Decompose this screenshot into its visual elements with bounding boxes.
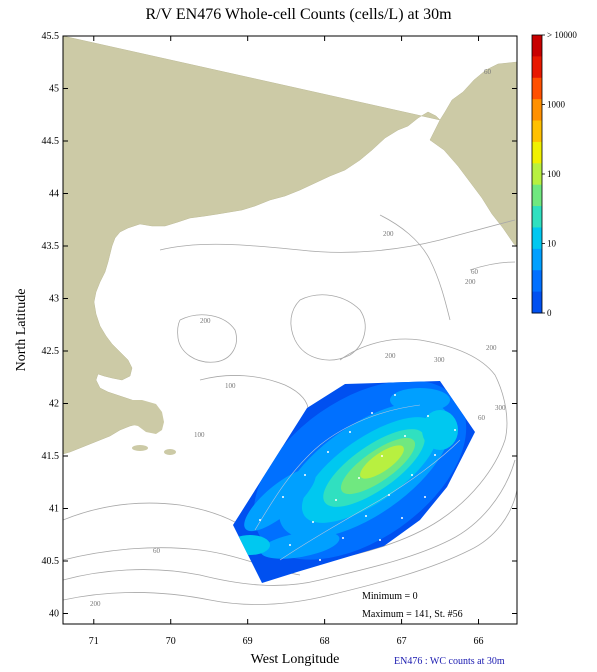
x-tick-label: 69 bbox=[243, 636, 253, 647]
contour-label: 200 bbox=[465, 278, 476, 286]
colorbar-segment bbox=[532, 120, 542, 143]
x-tick-label: 68 bbox=[320, 636, 330, 647]
station-markers bbox=[259, 394, 456, 561]
contour-label: 60 bbox=[153, 547, 161, 555]
colorbar-segment bbox=[532, 141, 542, 164]
y-tick-label: 44.5 bbox=[42, 136, 60, 147]
colorbar-segment bbox=[532, 227, 542, 250]
contour-label: 200 bbox=[383, 230, 394, 238]
x-tick-label: 66 bbox=[474, 636, 484, 647]
contour-label: 200 bbox=[486, 344, 497, 352]
contour-label: 200 bbox=[200, 317, 211, 325]
colorbar-segment bbox=[532, 291, 542, 314]
colorbar-label: 0 bbox=[547, 308, 552, 318]
map-title: R/V EN476 Whole-cell Counts (cells/L) at… bbox=[145, 6, 452, 23]
land-cape-cod bbox=[120, 400, 164, 434]
colorbar-segment bbox=[532, 206, 542, 228]
plot-frame bbox=[62, 35, 518, 625]
colorbar-label: 1000 bbox=[547, 100, 566, 110]
colorbar-segment bbox=[532, 248, 542, 271]
y-tick-label: 42.5 bbox=[42, 346, 60, 357]
x-axis-ticks: 71 70 69 68 67 66 bbox=[89, 36, 484, 647]
y-tick-label: 42 bbox=[49, 399, 59, 410]
y-tick-label: 45 bbox=[49, 84, 59, 95]
colorbar-label: 10 bbox=[547, 239, 557, 249]
colorbar-segment bbox=[532, 163, 542, 186]
colorbar-segment bbox=[532, 99, 542, 122]
y-tick-label: 40 bbox=[49, 609, 59, 620]
colorbar-segment bbox=[532, 56, 542, 79]
contour-label: 60 bbox=[484, 68, 492, 76]
colorbar-segment bbox=[532, 77, 542, 100]
colorbar-segment bbox=[532, 184, 542, 207]
contour-label: 300 bbox=[495, 404, 506, 412]
contour-label: 60 bbox=[471, 268, 479, 276]
x-tick-label: 70 bbox=[166, 636, 176, 647]
y-tick-label: 41.5 bbox=[42, 451, 60, 462]
bathymetry-contours bbox=[63, 214, 517, 605]
y-tick-label: 45.5 bbox=[42, 31, 60, 42]
x-axis-label: West Longitude bbox=[250, 652, 340, 667]
y-tick-label: 41 bbox=[49, 504, 59, 515]
contour-label: 200 bbox=[385, 352, 396, 360]
land-nantucket bbox=[164, 449, 176, 455]
colorbar-segment bbox=[532, 270, 542, 293]
colorbar-segment bbox=[532, 35, 542, 57]
footer-note: EN476 : WC counts at 30m bbox=[394, 656, 505, 667]
contour-label: 100 bbox=[225, 382, 236, 390]
y-tick-label: 44 bbox=[49, 189, 59, 200]
y-tick-label: 40.5 bbox=[42, 556, 60, 567]
contour-label: 300 bbox=[434, 356, 445, 364]
land-martha-vineyard bbox=[132, 445, 148, 451]
contour-label: 60 bbox=[478, 414, 486, 422]
x-tick-label: 71 bbox=[89, 636, 99, 647]
colorbar-label: 100 bbox=[547, 169, 561, 179]
y-tick-label: 43 bbox=[49, 294, 59, 305]
maximum-text: Maximum = 141, St. #56 bbox=[362, 609, 463, 620]
minimum-text: Minimum = 0 bbox=[362, 591, 418, 602]
y-tick-label: 43.5 bbox=[42, 241, 60, 252]
colorbar bbox=[532, 35, 542, 314]
y-axis-ticks: 45.5 45 44.5 44 43.5 43 42.5 42 41.5 41 40.5 40 bbox=[42, 31, 517, 620]
x-tick-label: 67 bbox=[397, 636, 407, 647]
contour-label: 200 bbox=[90, 600, 101, 608]
contour-label: 100 bbox=[194, 431, 205, 439]
y-axis-label: North Latitude bbox=[14, 288, 29, 372]
colorbar-label: > 10000 bbox=[547, 30, 577, 40]
contour-labels: 60 60 200 200 200 100 300 300 200 60 100… bbox=[90, 68, 506, 608]
